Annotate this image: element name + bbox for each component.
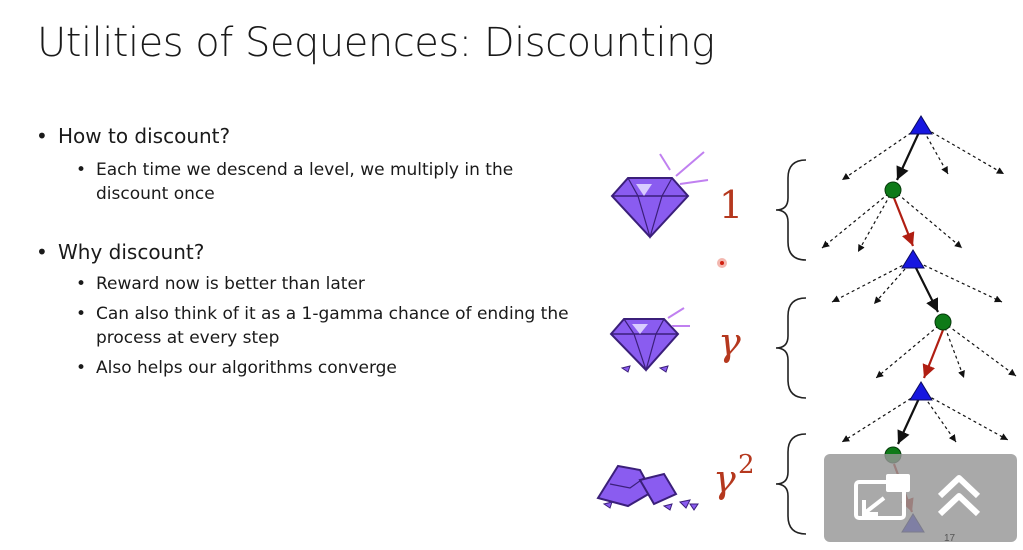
- diamond-chipped-icon: [609, 307, 690, 373]
- label-one: 1: [719, 183, 743, 227]
- bullet-list: How to discount? Each time we descend a …: [34, 122, 594, 380]
- black-edges: [896, 127, 939, 445]
- chance-node-1: [884, 181, 902, 199]
- label-gamma-squared-base: γ: [713, 457, 736, 501]
- video-overlay-controls: [824, 454, 1017, 542]
- page-number: 17: [944, 533, 956, 544]
- diamond-shattered-icon: [596, 464, 699, 511]
- label-gamma: γ: [718, 320, 741, 364]
- max-node-1: [909, 115, 933, 135]
- label-gamma-squared-exponent: 2: [738, 450, 755, 480]
- brace-level-2: [775, 297, 807, 399]
- chance-node-2: [934, 313, 952, 331]
- sub-bullet-gamma-chance: Can also think of it as a 1-gamma chance…: [34, 302, 571, 350]
- sub-bullet-descend-level: Each time we descend a level, we multipl…: [34, 158, 566, 206]
- dashed-edges: [821, 125, 1017, 443]
- sub-bullet-converge: Also helps our algorithms converge: [34, 356, 594, 380]
- max-node-3: [909, 381, 933, 401]
- picture-in-picture-exit-icon[interactable]: [852, 472, 914, 524]
- sub-bullet-reward-now: Reward now is better than later: [34, 272, 594, 296]
- slide-title: Utilities of Sequences: Discounting: [37, 20, 715, 66]
- bullet-how-to-discount: How to discount?: [34, 122, 594, 150]
- max-node-2: [901, 249, 925, 269]
- bullet-why-discount: Why discount?: [34, 238, 594, 266]
- brace-level-1: [775, 159, 807, 261]
- brace-level-3: [775, 433, 807, 535]
- diamond-full-icon: [610, 151, 709, 240]
- double-chevron-up-icon[interactable]: [936, 470, 982, 520]
